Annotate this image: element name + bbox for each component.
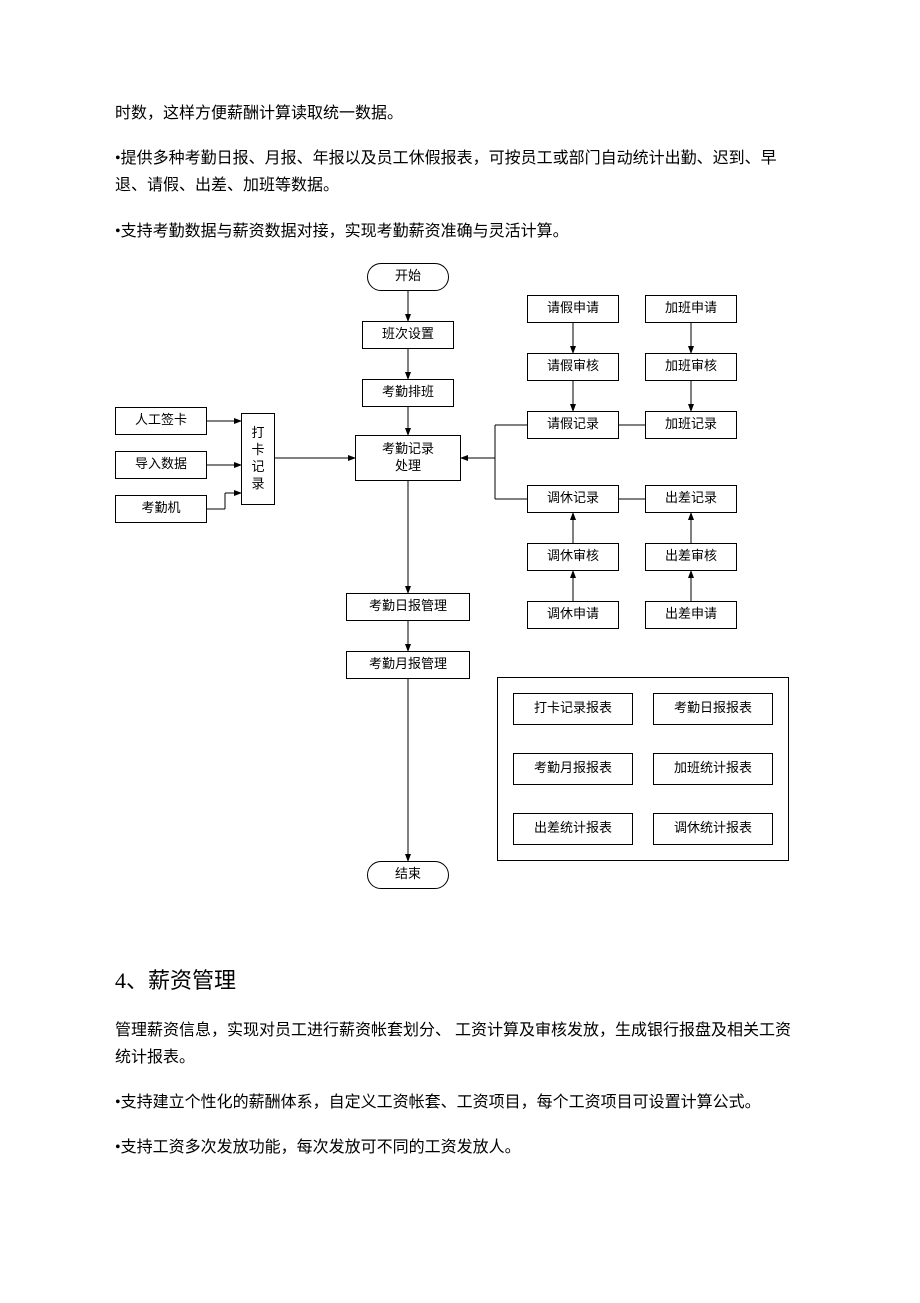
paragraph: •支持工资多次发放功能，每次发放可不同的工资发放人。 — [115, 1134, 805, 1161]
flow-node-tpaud: 出差审核 — [645, 543, 737, 571]
flow-node-tpapp: 出差申请 — [645, 601, 737, 629]
flow-node-tprec: 出差记录 — [645, 485, 737, 513]
flow-node-start: 开始 — [367, 263, 449, 291]
flow-node-end: 结束 — [367, 861, 449, 889]
flow-node-r1: 打卡记录报表 — [513, 693, 633, 725]
flow-node-txaud: 调休审核 — [527, 543, 619, 571]
section-heading: 4、薪资管理 — [115, 963, 805, 995]
paragraph: •支持考勤数据与薪资数据对接，实现考勤薪资准确与灵活计算。 — [115, 218, 805, 245]
flow-node-sched: 考勤排班 — [362, 379, 454, 407]
flow-node-lvrec: 请假记录 — [527, 411, 619, 439]
flow-node-r2: 考勤日报报表 — [653, 693, 773, 725]
paragraph: •支持建立个性化的薪酬体系，自定义工资帐套、工资项目，每个工资项目可设置计算公式… — [115, 1089, 805, 1116]
flow-node-otrec: 加班记录 — [645, 411, 737, 439]
flow-node-daily: 考勤日报管理 — [346, 593, 470, 621]
flow-node-r6: 调休统计报表 — [653, 813, 773, 845]
paragraph: •提供多种考勤日报、月报、年报以及员工休假报表，可按员工或部门自动统计出勤、迟到… — [115, 145, 805, 199]
attendance-flowchart: 开始班次设置考勤排班考勤记录 处理考勤日报管理考勤月报管理结束 人工签卡导入数据考… — [115, 263, 805, 933]
paragraph: 管理薪资信息，实现对员工进行薪资帐套划分、 工资计算及审核发放，生成银行报盘及相… — [115, 1017, 805, 1071]
flow-node-lvaud: 请假审核 — [527, 353, 619, 381]
flow-node-otapp: 加班申请 — [645, 295, 737, 323]
flow-node-mach: 考勤机 — [115, 495, 207, 523]
flow-node-shift: 班次设置 — [362, 321, 454, 349]
flow-node-rec: 考勤记录 处理 — [355, 435, 461, 481]
flow-node-man: 人工签卡 — [115, 407, 207, 435]
flow-node-card: 打 卡 记 录 — [241, 413, 275, 505]
flow-node-monthly: 考勤月报管理 — [346, 651, 470, 679]
paragraph: 时数，这样方便薪酬计算读取统一数据。 — [115, 100, 805, 127]
flow-node-txrec: 调休记录 — [527, 485, 619, 513]
flow-node-imp: 导入数据 — [115, 451, 207, 479]
flow-node-txapp: 调休申请 — [527, 601, 619, 629]
flow-node-otaud: 加班审核 — [645, 353, 737, 381]
flow-node-r5: 出差统计报表 — [513, 813, 633, 845]
flow-node-r4: 加班统计报表 — [653, 753, 773, 785]
flow-node-r3: 考勤月报报表 — [513, 753, 633, 785]
flow-node-lvapp: 请假申请 — [527, 295, 619, 323]
